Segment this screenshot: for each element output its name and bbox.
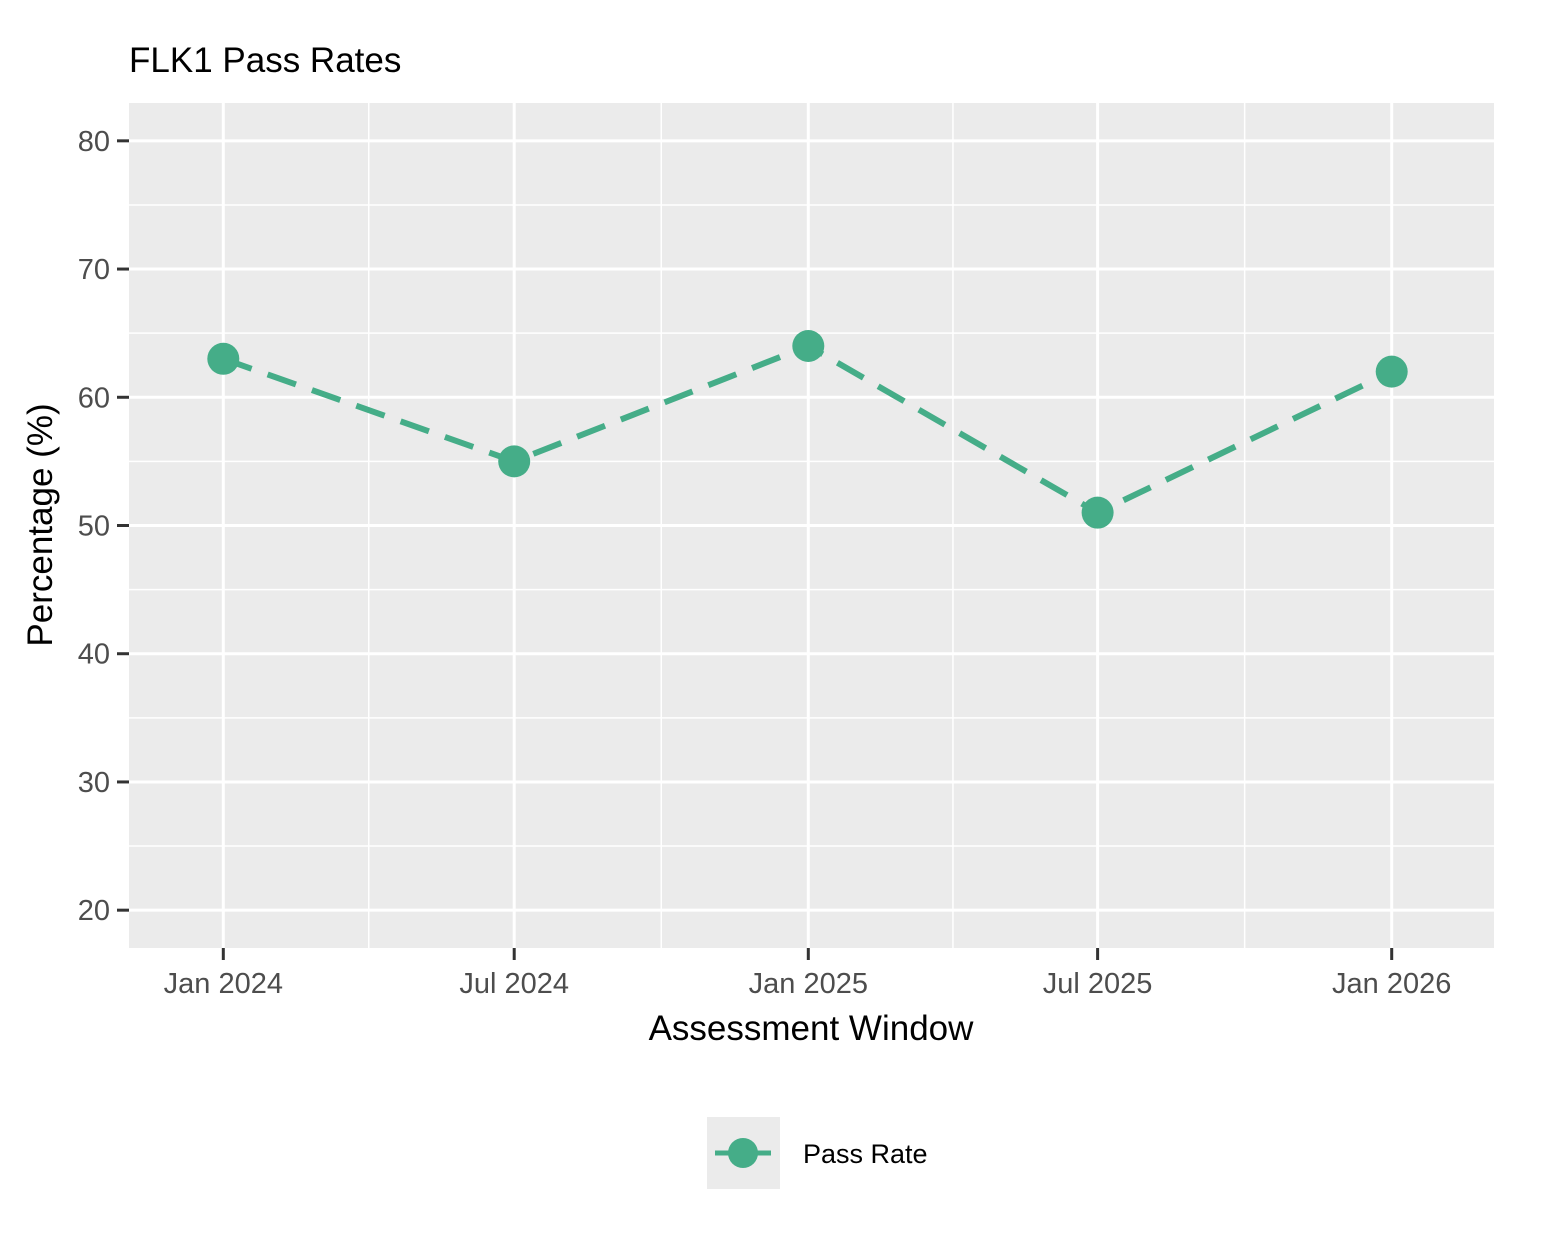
y-axis: 20 30 40 50 60 70 80 [78,126,129,927]
y-tick-label: 20 [78,895,110,927]
data-point [1081,496,1114,529]
x-tick-label: Jul 2024 [459,968,569,1000]
y-tick-label: 70 [78,254,110,286]
y-tick-label: 80 [78,126,110,158]
y-tick-label: 40 [78,639,110,671]
y-tick-label: 60 [78,382,110,414]
legend: Pass Rate [707,1117,928,1189]
y-tick-label: 50 [78,511,110,543]
y-axis-title: Percentage (%) [21,403,60,646]
series-pass-rate [207,329,1408,529]
x-tick-label: Jan 2026 [1332,968,1451,1000]
data-point [792,329,825,362]
gridlines [129,103,1494,948]
x-tick-label: Jul 2025 [1043,968,1153,1000]
data-point [1375,355,1408,388]
y-tick-label: 30 [78,767,110,799]
x-axis: Jan 2024 Jul 2024 Jan 2025 Jul 2025 Jan 2026 [164,948,1451,1000]
data-point [207,342,240,375]
chart-title: FLK1 Pass Rates [129,41,401,80]
x-tick-label: Jan 2025 [749,968,868,1000]
data-point [498,445,531,478]
legend-marker [728,1138,758,1168]
x-tick-label: Jan 2024 [164,968,283,1000]
x-axis-title: Assessment Window [649,1009,975,1048]
legend-label: Pass Rate [803,1139,928,1169]
